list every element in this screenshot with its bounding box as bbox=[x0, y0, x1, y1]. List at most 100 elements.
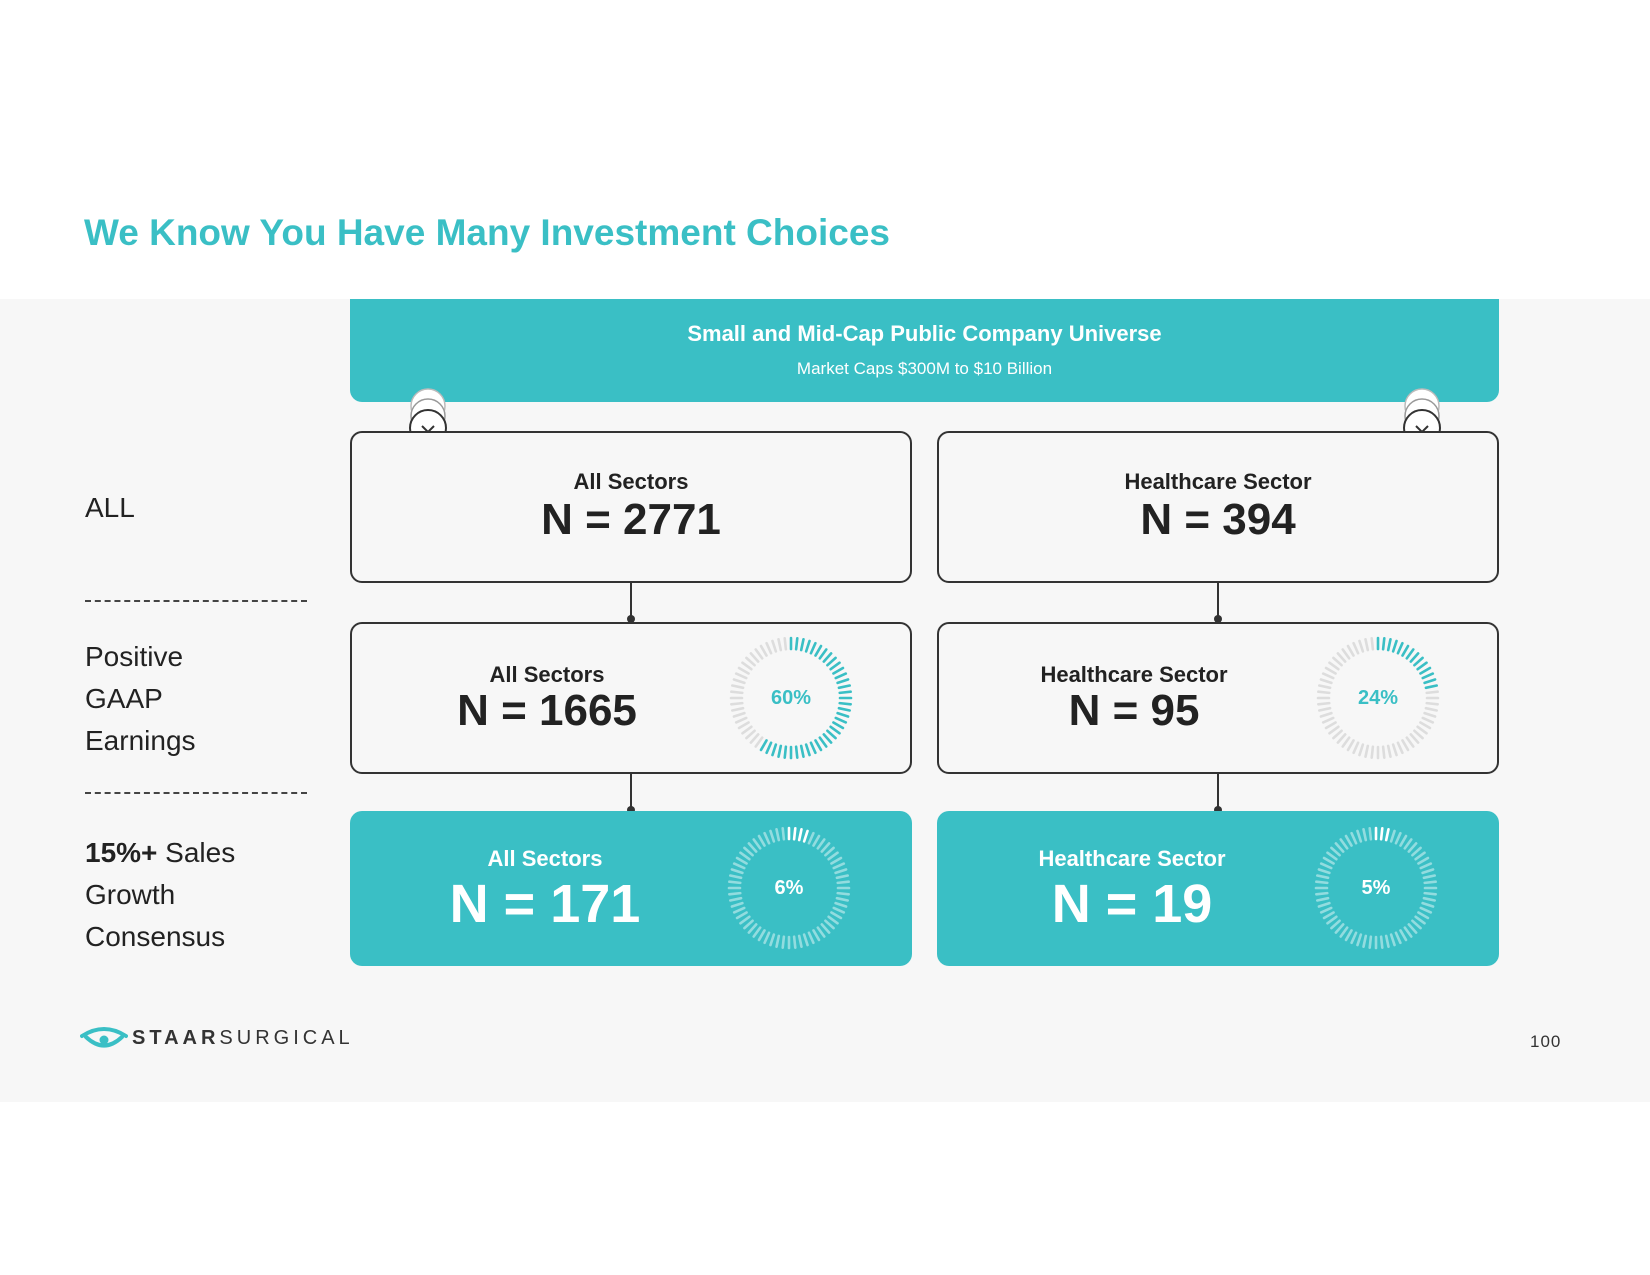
gauge-tick-filled bbox=[1416, 661, 1428, 671]
gauge-ring bbox=[1316, 636, 1440, 760]
gauge-tick-track bbox=[807, 831, 815, 845]
gauge-tick-track bbox=[1409, 733, 1420, 744]
box-count: N = 394 bbox=[1140, 495, 1296, 544]
gauge-tick-track bbox=[820, 842, 831, 853]
box-count: N = 171 bbox=[449, 874, 641, 934]
gauge-tick-track bbox=[737, 721, 750, 730]
gauge-tick-track bbox=[1352, 641, 1360, 655]
gauge-tick-track bbox=[743, 919, 754, 930]
gauge-tick-filled bbox=[814, 739, 823, 752]
gauge-tick-track bbox=[802, 933, 809, 947]
gauge-tick-track bbox=[1339, 838, 1349, 850]
row-divider bbox=[85, 792, 307, 794]
gauge-tick-track bbox=[1341, 736, 1351, 748]
gauge-tick-track bbox=[1414, 915, 1426, 925]
gauge-tick-filled bbox=[838, 701, 852, 706]
gauge-tick-track bbox=[1407, 923, 1418, 934]
gauge-tick-track bbox=[781, 827, 786, 841]
gauge-tick-track bbox=[816, 926, 826, 938]
gauge-tick-track bbox=[1417, 856, 1430, 865]
gauge-tick-filled bbox=[826, 656, 837, 667]
gauge-tick-track bbox=[1344, 929, 1353, 942]
row-label-earnings-line3: Earnings bbox=[85, 725, 196, 756]
gauge-tick-track bbox=[1425, 701, 1439, 706]
gauge-tick-track bbox=[1317, 901, 1331, 908]
gauge-tick-filled bbox=[1405, 648, 1415, 660]
gauge-tick-track bbox=[1394, 931, 1402, 945]
gauge-tick-track bbox=[741, 725, 753, 735]
gauge-tick-track bbox=[1403, 926, 1413, 938]
gauge-tick-track bbox=[1370, 745, 1375, 759]
gauge-tick-filled bbox=[1409, 652, 1420, 663]
gauge-tick-filled bbox=[836, 678, 850, 685]
gauge-tick-track bbox=[1321, 716, 1335, 724]
gauge-tick-track bbox=[1411, 919, 1422, 930]
gauge-tick-track bbox=[830, 856, 843, 865]
gauge-tick-filled bbox=[834, 716, 848, 724]
box-sector-label: All Sectors bbox=[573, 469, 689, 494]
gauge-tick-track bbox=[1364, 638, 1370, 652]
gauge-tick-track bbox=[1358, 743, 1365, 757]
box-healthcare-earnings: Healthcare Sector N = 95 24% bbox=[937, 622, 1499, 774]
gauge-tick-track bbox=[1322, 911, 1335, 920]
gauge-tick-track bbox=[729, 896, 743, 902]
gauge-tick-filled bbox=[794, 637, 799, 651]
percent-gauge: 60% bbox=[726, 633, 856, 763]
gauge-tick-track bbox=[1318, 706, 1332, 712]
gauge-tick-filled bbox=[809, 641, 817, 655]
box-count: N = 1665 bbox=[457, 686, 637, 735]
gauge-tick-track bbox=[1315, 880, 1329, 885]
gauge-tick-filled bbox=[829, 725, 841, 735]
row-label-earnings-line1: Positive bbox=[85, 641, 184, 672]
gauge-tick-track bbox=[1319, 711, 1333, 718]
gauge-tick-track bbox=[1350, 931, 1358, 945]
gauge-tick-track bbox=[1419, 906, 1433, 914]
row-label-all-text: ALL bbox=[85, 492, 135, 523]
gauge-tick-track bbox=[729, 874, 743, 880]
gauge-tick-track bbox=[730, 901, 744, 908]
gauge-tick-filled bbox=[799, 744, 805, 758]
gauge-tick-track bbox=[745, 729, 756, 740]
gauge-tick-track bbox=[734, 672, 748, 680]
gauge-tick-track bbox=[1379, 935, 1384, 949]
gauge-tick-track bbox=[1328, 725, 1340, 735]
gauge-tick-track bbox=[816, 838, 826, 850]
gauge-tick-track bbox=[1316, 896, 1330, 902]
gauge-tick-track bbox=[1339, 926, 1349, 938]
page-number: 100 bbox=[1530, 1032, 1562, 1051]
row-label-growth-line3: Consensus bbox=[85, 921, 226, 952]
gauge-tick-track bbox=[739, 915, 751, 925]
growth-threshold: 15%+ bbox=[85, 837, 158, 868]
gauge-tick-track bbox=[836, 880, 850, 885]
gauge-tick-track bbox=[783, 637, 788, 651]
gauge-tick-track bbox=[1346, 739, 1355, 752]
gauge-tick-track bbox=[1330, 919, 1341, 930]
gauge-tick-track bbox=[830, 911, 843, 920]
gauge-tick-track bbox=[1421, 901, 1435, 908]
box-sector-label: All Sectors bbox=[487, 846, 603, 871]
gauge-tick-track bbox=[769, 933, 776, 947]
percent-gauge: 5% bbox=[1311, 823, 1441, 953]
gauge-tick-track bbox=[1316, 874, 1330, 880]
box-all-sectors-all: All Sectors N = 2771 bbox=[350, 431, 912, 583]
gauge-tick-filled bbox=[759, 739, 768, 752]
gauge-tick-track bbox=[1396, 741, 1404, 755]
connector-line bbox=[1217, 774, 1219, 810]
gauge-tick-filled bbox=[837, 684, 851, 690]
gauge-tick-track bbox=[1334, 842, 1345, 853]
gauge-tick-track bbox=[1317, 868, 1331, 875]
gauge-tick-track bbox=[1399, 834, 1408, 847]
gauge-tick-track bbox=[832, 862, 846, 870]
gauge-tick-track bbox=[743, 846, 754, 857]
gauge-tick-track bbox=[765, 641, 773, 655]
box-all-sectors-growth: All Sectors N = 171 6% bbox=[350, 811, 912, 966]
gauge-tick-track bbox=[836, 891, 850, 896]
gauge-tick-track bbox=[1411, 846, 1422, 857]
gauge-tick-filled bbox=[809, 741, 817, 755]
gauge-tick-track bbox=[763, 831, 771, 845]
gauge-tick-track bbox=[1324, 721, 1337, 730]
gauge-tick-track bbox=[820, 923, 831, 934]
gauge-tick-track bbox=[749, 733, 760, 744]
gauge-tick-track bbox=[1326, 851, 1338, 861]
gauge-tick-filled bbox=[822, 733, 833, 744]
